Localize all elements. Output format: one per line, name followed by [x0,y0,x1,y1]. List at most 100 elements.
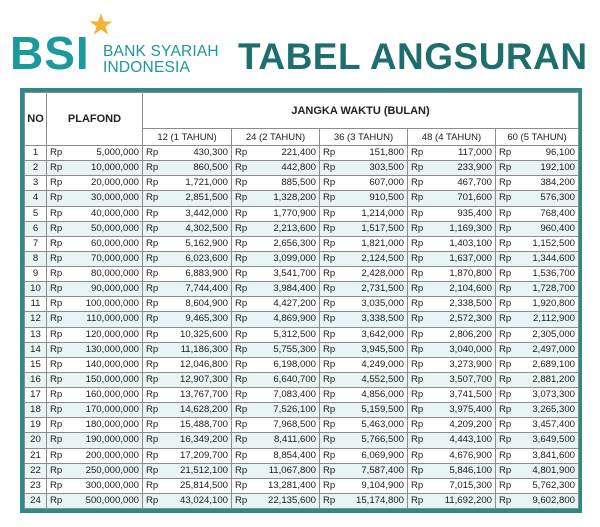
amount-value: 935,400 [457,207,492,219]
installment-cell: Rp 3,073,300 [494,386,580,404]
amount-value: 1,328,200 [273,192,316,204]
amount-value: 4,552,500 [361,373,404,385]
amount-value: 1,770,900 [273,207,316,219]
currency-label: Rp [323,389,336,401]
currency-label: Rp [323,328,336,340]
currency-label: Rp [146,479,159,491]
currency-label: Rp [50,162,63,174]
installment-cell: Rp 4,249,000 [319,356,408,373]
row-number: 10 [24,281,47,298]
amount-value: 120,000,000 [85,328,139,340]
installment-cell: Rp 1,517,500 [319,220,408,237]
installment-cell: Rp 15,174,800 [319,492,408,510]
installment-cell: Rp 303,500 [319,160,408,177]
amount-value: 7,015,300 [449,479,492,491]
amount-value: 140,000,000 [85,358,139,370]
table-row: 17 Rp 160,000,000 Rp 13,767,700 Rp 7,083,400 Rp… [24,386,580,404]
plafond-cell: Rp 300,000,000 [46,477,143,494]
installment-cell: Rp 8,854,400 [231,447,320,464]
currency-label: Rp [499,237,512,249]
amount-value: 2,806,200 [449,328,492,340]
installment-cell: Rp 9,602,800 [494,492,580,510]
amount-value: 960,400 [540,222,576,234]
amount-value: 3,741,500 [449,389,492,401]
currency-label: Rp [235,207,248,219]
currency-label: Rp [235,419,248,431]
installment-cell: Rp 2,572,300 [407,311,496,328]
currency-label: Rp [499,373,512,385]
installment-cell: Rp 4,552,500 [319,371,408,389]
amount-value: 5,463,000 [361,419,404,431]
installment-cell: Rp 3,338,500 [319,311,408,328]
amount-value: 4,869,900 [273,313,316,325]
amount-value: 1,870,800 [449,268,492,280]
header-plafond: PLAFOND [46,92,143,146]
table-row: 23 Rp 300,000,000 Rp 25,814,500 Rp 13,281,400 R… [24,477,580,494]
table-body: 1 Rp 5,000,000 Rp 430,300 Rp 221,400 Rp 151,800 R… [24,144,580,510]
amount-value: 180,000,000 [85,419,139,431]
installment-cell: Rp 1,536,700 [494,265,580,283]
amount-value: 4,443,100 [449,434,492,446]
installment-cell: Rp 13,767,700 [142,386,232,404]
amount-value: 1,169,300 [449,222,492,234]
amount-value: 20,000,000 [90,177,139,189]
amount-value: 110,000,000 [86,313,139,325]
amount-value: 60,000,000 [90,237,139,249]
currency-label: Rp [50,313,63,325]
installment-cell: Rp 17,209,700 [142,447,232,464]
currency-label: Rp [323,147,336,159]
amount-value: 3,040,000 [449,343,492,355]
amount-value: 1,821,000 [361,237,404,249]
amount-value: 160,000,000 [85,389,139,401]
installment-cell: Rp 2,731,500 [319,281,408,298]
installment-cell: Rp 2,428,000 [319,265,408,283]
currency-label: Rp [323,177,336,189]
amount-value: 500,000,000 [85,494,139,506]
currency-label: Rp [146,373,159,385]
amount-value: 5,000,000 [96,147,139,159]
amount-value: 250,000,000 [85,464,139,476]
plafond-cell: Rp 90,000,000 [46,281,143,298]
currency-label: Rp [411,373,424,385]
installment-cell: Rp 6,198,000 [231,356,320,373]
installment-cell: Rp 5,766,500 [319,432,408,449]
currency-label: Rp [235,328,248,340]
installment-cell: Rp 22,135,600 [231,492,320,510]
amount-value: 8,604,900 [185,298,228,310]
currency-label: Rp [411,192,424,204]
currency-label: Rp [235,177,248,189]
currency-label: Rp [323,404,336,416]
currency-label: Rp [235,298,248,310]
currency-label: Rp [146,404,159,416]
amount-value: 117,000 [458,147,492,159]
amount-value: 1,344,600 [532,252,576,264]
installment-cell: Rp 960,400 [494,220,580,237]
installment-cell: Rp 3,975,400 [407,402,496,419]
row-number: 13 [24,326,47,343]
currency-label: Rp [323,358,336,370]
amount-value: 885,500 [281,177,316,189]
amount-value: 2,497,000 [532,343,576,355]
table-row: 16 Rp 150,000,000 Rp 12,907,300 Rp 6,640,700 Rp… [24,371,580,389]
currency-label: Rp [499,313,512,325]
installment-cell: Rp 7,015,300 [407,477,496,494]
installment-cell: Rp 6,883,900 [142,265,232,283]
installment-cell: Rp 1,403,100 [407,235,496,252]
amount-value: 860,500 [193,162,228,174]
row-number: 6 [24,220,47,237]
currency-label: Rp [323,343,336,355]
installment-cell: Rp 3,265,300 [494,402,580,419]
amount-value: 8,854,400 [273,449,316,461]
currency-label: Rp [50,373,63,385]
currency-label: Rp [50,494,63,506]
amount-value: 7,587,400 [361,464,404,476]
amount-value: 15,174,800 [355,494,404,506]
installment-cell: Rp 1,920,800 [494,296,580,313]
installment-cell: Rp 4,856,000 [319,386,408,404]
installment-cell: Rp 2,112,900 [494,311,580,328]
amount-value: 2,881,200 [532,373,576,385]
amount-value: 5,159,500 [361,404,404,416]
plafond-cell: Rp 20,000,000 [46,175,143,192]
plafond-cell: Rp 30,000,000 [46,190,143,207]
amount-value: 2,851,500 [185,192,228,204]
